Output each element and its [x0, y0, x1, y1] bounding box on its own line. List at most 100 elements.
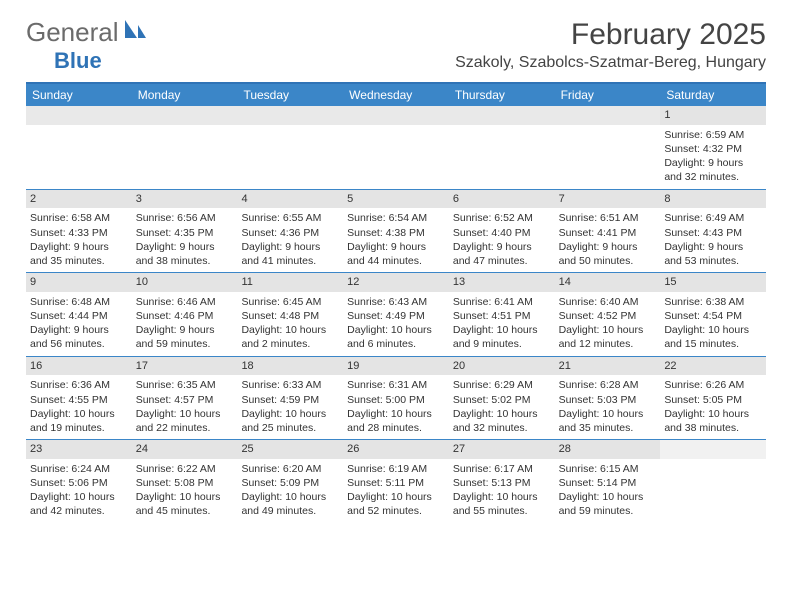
day-number: 19: [343, 357, 449, 376]
day-daylight1: Daylight: 10 hours: [559, 323, 657, 337]
day-sunset: Sunset: 5:09 PM: [241, 476, 339, 490]
day-sunrise: Sunrise: 6:56 AM: [136, 211, 234, 225]
day-cell: [660, 440, 766, 523]
day-sunset: Sunset: 4:35 PM: [136, 226, 234, 240]
day-daylight1: Daylight: 10 hours: [347, 407, 445, 421]
day-daylight1: Daylight: 10 hours: [30, 407, 128, 421]
day-sunset: Sunset: 5:11 PM: [347, 476, 445, 490]
day-number: 12: [343, 273, 449, 292]
day-daylight1: Daylight: 10 hours: [453, 407, 551, 421]
day-sunrise: Sunrise: 6:38 AM: [664, 295, 762, 309]
day-number: 16: [26, 357, 132, 376]
day-cell: 15Sunrise: 6:38 AMSunset: 4:54 PMDayligh…: [660, 273, 766, 356]
day-number: 1: [660, 106, 766, 125]
day-sunrise: Sunrise: 6:58 AM: [30, 211, 128, 225]
day-daylight1: Daylight: 10 hours: [453, 490, 551, 504]
day-cell: 22Sunrise: 6:26 AMSunset: 5:05 PMDayligh…: [660, 357, 766, 440]
day-number: 6: [449, 190, 555, 209]
day-number: [343, 106, 449, 125]
day-sunrise: Sunrise: 6:40 AM: [559, 295, 657, 309]
day-daylight1: Daylight: 9 hours: [559, 240, 657, 254]
day-sunset: Sunset: 5:03 PM: [559, 393, 657, 407]
day-daylight2: and 6 minutes.: [347, 337, 445, 351]
day-sunrise: Sunrise: 6:19 AM: [347, 462, 445, 476]
day-daylight1: Daylight: 10 hours: [241, 490, 339, 504]
day-sunrise: Sunrise: 6:20 AM: [241, 462, 339, 476]
day-daylight2: and 42 minutes.: [30, 504, 128, 518]
week-row: 23Sunrise: 6:24 AMSunset: 5:06 PMDayligh…: [26, 440, 766, 523]
day-number: [449, 106, 555, 125]
day-cell: 27Sunrise: 6:17 AMSunset: 5:13 PMDayligh…: [449, 440, 555, 523]
day-daylight2: and 9 minutes.: [453, 337, 551, 351]
day-daylight2: and 38 minutes.: [136, 254, 234, 268]
day-cell: 12Sunrise: 6:43 AMSunset: 4:49 PMDayligh…: [343, 273, 449, 356]
day-cell: 7Sunrise: 6:51 AMSunset: 4:41 PMDaylight…: [555, 190, 661, 273]
day-daylight2: and 32 minutes.: [664, 170, 762, 184]
day-daylight2: and 25 minutes.: [241, 421, 339, 435]
day-daylight2: and 56 minutes.: [30, 337, 128, 351]
day-number: 2: [26, 190, 132, 209]
day-daylight2: and 55 minutes.: [453, 504, 551, 518]
day-sunset: Sunset: 4:41 PM: [559, 226, 657, 240]
day-number: 10: [132, 273, 238, 292]
day-cell: 1Sunrise: 6:59 AMSunset: 4:32 PMDaylight…: [660, 106, 766, 189]
day-cell: 18Sunrise: 6:33 AMSunset: 4:59 PMDayligh…: [237, 357, 343, 440]
day-cell: 2Sunrise: 6:58 AMSunset: 4:33 PMDaylight…: [26, 190, 132, 273]
day-number: [660, 440, 766, 459]
day-cell: 25 Sunrise: 6:20 AMSunset: 5:09 PMDayligh…: [237, 440, 343, 523]
day-sunrise: Sunrise: 6:41 AM: [453, 295, 551, 309]
day-daylight2: and 45 minutes.: [136, 504, 234, 518]
day-sunrise: Sunrise: 6:43 AM: [347, 295, 445, 309]
day-daylight1: Daylight: 10 hours: [559, 490, 657, 504]
day-number: [237, 106, 343, 125]
day-daylight2: and 12 minutes.: [559, 337, 657, 351]
day-sunrise: Sunrise: 6:33 AM: [241, 378, 339, 392]
day-sunset: Sunset: 4:55 PM: [30, 393, 128, 407]
day-sunrise: Sunrise: 6:52 AM: [453, 211, 551, 225]
day-number: 13: [449, 273, 555, 292]
day-header-friday: Friday: [555, 84, 661, 106]
day-number: 20: [449, 357, 555, 376]
day-daylight1: Daylight: 10 hours: [453, 323, 551, 337]
day-daylight1: Daylight: 10 hours: [241, 323, 339, 337]
day-cell: 13Sunrise: 6:41 AMSunset: 4:51 PMDayligh…: [449, 273, 555, 356]
day-number: 26: [343, 440, 449, 459]
day-number: [555, 106, 661, 125]
day-daylight1: Daylight: 10 hours: [241, 407, 339, 421]
day-cell: 6Sunrise: 6:52 AMSunset: 4:40 PMDaylight…: [449, 190, 555, 273]
day-sunrise: Sunrise: 6:46 AM: [136, 295, 234, 309]
day-cell: 19Sunrise: 6:31 AMSunset: 5:00 PMDayligh…: [343, 357, 449, 440]
day-daylight2: and 15 minutes.: [664, 337, 762, 351]
day-sunset: Sunset: 4:32 PM: [664, 142, 762, 156]
day-cell: 11Sunrise: 6:45 AMSunset: 4:48 PMDayligh…: [237, 273, 343, 356]
day-number: 28: [555, 440, 661, 459]
day-daylight2: and 41 minutes.: [241, 254, 339, 268]
day-daylight1: Daylight: 9 hours: [347, 240, 445, 254]
day-daylight2: and 32 minutes.: [453, 421, 551, 435]
day-sunrise: Sunrise: 6:17 AM: [453, 462, 551, 476]
day-number: 15: [660, 273, 766, 292]
calendar: Sunday Monday Tuesday Wednesday Thursday…: [26, 82, 766, 523]
day-cell: 24Sunrise: 6:22 AMSunset: 5:08 PMDayligh…: [132, 440, 238, 523]
logo-text-general: General: [26, 19, 119, 45]
day-number: 25: [237, 440, 343, 459]
day-daylight2: and 53 minutes.: [664, 254, 762, 268]
week-row: 16Sunrise: 6:36 AMSunset: 4:55 PMDayligh…: [26, 357, 766, 441]
day-header-row: Sunday Monday Tuesday Wednesday Thursday…: [26, 84, 766, 106]
day-sunrise: Sunrise: 6:48 AM: [30, 295, 128, 309]
day-sunrise: Sunrise: 6:35 AM: [136, 378, 234, 392]
day-header-thursday: Thursday: [449, 84, 555, 106]
day-daylight2: and 35 minutes.: [559, 421, 657, 435]
day-daylight2: and 59 minutes.: [559, 504, 657, 518]
day-cell: 9Sunrise: 6:48 AMSunset: 4:44 PMDaylight…: [26, 273, 132, 356]
day-number: 27: [449, 440, 555, 459]
day-cell: [132, 106, 238, 189]
day-daylight2: and 52 minutes.: [347, 504, 445, 518]
day-sunset: Sunset: 4:40 PM: [453, 226, 551, 240]
day-daylight2: and 22 minutes.: [136, 421, 234, 435]
day-number: 8: [660, 190, 766, 209]
day-sunrise: Sunrise: 6:49 AM: [664, 211, 762, 225]
day-header-saturday: Saturday: [660, 84, 766, 106]
day-daylight1: Daylight: 10 hours: [664, 407, 762, 421]
day-daylight1: Daylight: 9 hours: [136, 323, 234, 337]
